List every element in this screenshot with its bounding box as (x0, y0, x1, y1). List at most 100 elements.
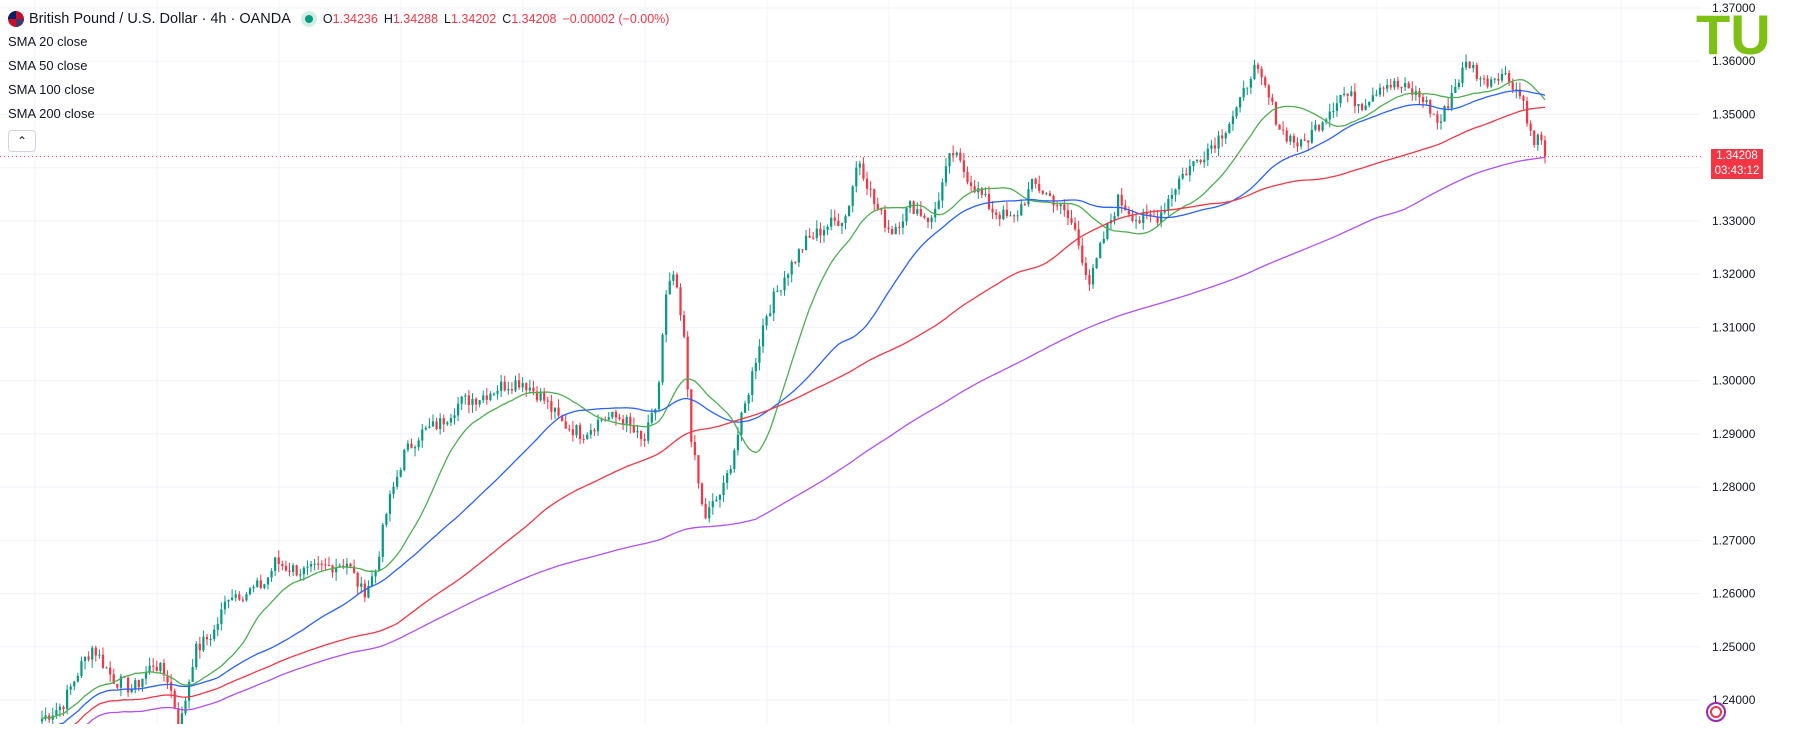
candle-body (622, 419, 625, 424)
candle-body (675, 274, 679, 288)
candle-body (1314, 124, 1317, 130)
candle-body (797, 249, 800, 263)
candle-body (765, 316, 768, 326)
candle-body (252, 586, 255, 589)
candle-body (1421, 97, 1425, 103)
indicator-sma-20[interactable]: SMA 20 close (8, 30, 669, 54)
candle-body (589, 430, 592, 435)
candle-body (586, 434, 589, 440)
candle-body (170, 682, 173, 691)
currency-icon[interactable] (1704, 700, 1728, 724)
candle-body (302, 567, 305, 575)
candle-body (1454, 86, 1457, 93)
candle-body (406, 443, 409, 450)
candle-body (1490, 79, 1493, 87)
candle-body (571, 429, 575, 436)
candle-body (352, 566, 356, 573)
candle-body (1396, 80, 1400, 88)
candle-body (1486, 78, 1489, 87)
price-tick-label: 1.33000 (1712, 214, 1756, 228)
candle-body (478, 400, 481, 405)
candle-body (517, 380, 521, 388)
candle-body (492, 393, 496, 395)
candle-body (1285, 130, 1288, 142)
candle-body (277, 557, 280, 565)
candle-body (1084, 262, 1087, 276)
candle-body (421, 429, 424, 441)
candle-body (747, 394, 750, 404)
candle-body (1360, 104, 1364, 110)
candle-body (1278, 124, 1281, 130)
candle-body (1522, 96, 1525, 101)
symbol-title[interactable]: British Pound / U.S. Dollar · 4h · OANDA (29, 11, 291, 27)
candle-body (274, 557, 277, 571)
candle-body (826, 226, 829, 231)
candle-body (1005, 209, 1009, 217)
collapse-legend-button[interactable]: ⌃ (8, 130, 36, 152)
sma-lines (41, 78, 1546, 729)
candle-body (1393, 80, 1396, 88)
price-axis[interactable]: 1.24000 1.25000 1.26000 1.27000 1.28000 1.290… (1712, 1, 1756, 707)
candle-body (758, 346, 761, 363)
candle-body (1048, 193, 1052, 196)
candle-body (126, 677, 130, 693)
candle-body (1497, 78, 1500, 81)
candle-body (381, 524, 384, 557)
candle-body (266, 577, 270, 585)
candle-body (1504, 73, 1507, 75)
candle-body (564, 421, 567, 429)
candle-body (525, 383, 528, 391)
candle-body (618, 417, 621, 420)
indicator-sma-100[interactable]: SMA 100 close (8, 78, 669, 102)
candle-body (467, 395, 470, 405)
candle-body (1457, 82, 1461, 87)
candle-body (962, 160, 965, 172)
candle-body (248, 588, 252, 595)
candle-body (288, 570, 291, 572)
candle-body (152, 665, 155, 667)
candle-body (1016, 215, 1019, 217)
candle-body (812, 237, 815, 239)
candle-body (256, 580, 259, 587)
candle-body (1181, 173, 1184, 179)
candle-body (435, 421, 438, 430)
logo-text: TU (1696, 8, 1771, 58)
candle-body (295, 565, 298, 576)
candle-body (69, 686, 72, 690)
candle-body (1432, 113, 1435, 115)
candle-body (98, 654, 101, 656)
candle-body (1343, 93, 1346, 95)
candle-body (360, 583, 363, 587)
candle-body (1540, 134, 1543, 141)
candle-body (338, 565, 341, 568)
indicator-sma-50[interactable]: SMA 50 close (8, 54, 669, 78)
candle-body (1264, 77, 1267, 86)
indicator-sma-200[interactable]: SMA 200 close (8, 102, 669, 126)
candle-body (1328, 111, 1331, 120)
candle-body (1493, 78, 1496, 80)
candle-body (1317, 124, 1321, 131)
candle-body (969, 182, 973, 187)
candle-body (213, 629, 216, 640)
candle-body (413, 447, 417, 449)
candle-body (1045, 193, 1048, 195)
candle-body (1249, 79, 1252, 88)
candle-body (1034, 178, 1037, 184)
candle-body (155, 666, 158, 672)
market-open-status-icon (304, 15, 313, 23)
candle-body (851, 186, 854, 206)
candle-body (700, 483, 704, 504)
candle-body (804, 235, 808, 251)
bar-countdown: 03:43:12 (1714, 164, 1760, 177)
candle-body (1002, 209, 1005, 220)
price-tick-label: 1.35000 (1712, 107, 1756, 121)
candle-body (869, 188, 872, 190)
candle-body (600, 419, 603, 421)
candle-body (794, 261, 797, 263)
candle-body (198, 643, 201, 651)
candle-body (1472, 64, 1475, 69)
candle-body (1447, 106, 1450, 108)
candle-body (220, 609, 223, 625)
